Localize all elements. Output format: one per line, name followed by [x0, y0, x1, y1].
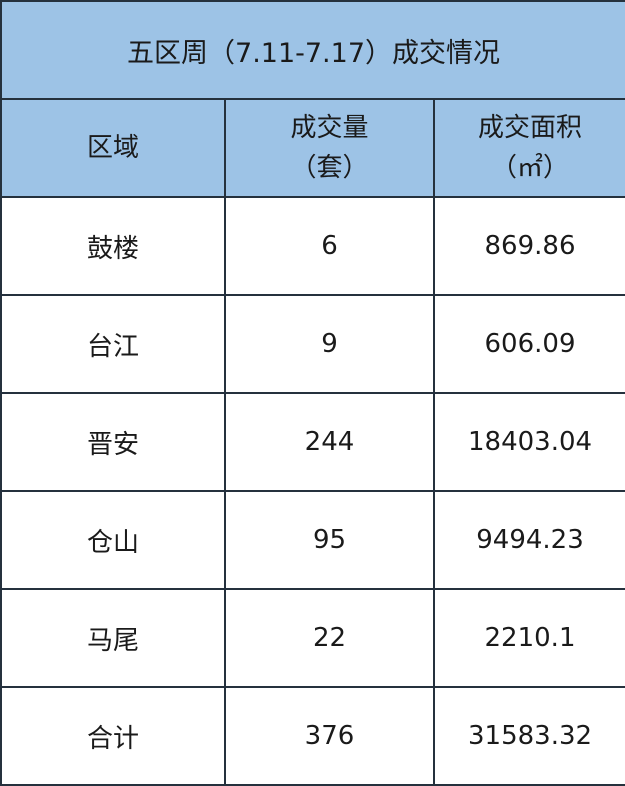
- header-text: 区域: [86, 133, 139, 163]
- region-cell: 合计: [0, 686, 226, 786]
- region-cell: 晋安: [0, 392, 226, 492]
- table-row: 鼓楼 6 869.86: [0, 196, 625, 296]
- area-cell: 18403.04: [432, 392, 625, 492]
- table-row: 晋安 244 18403.04: [0, 392, 625, 492]
- header-row: 区域 成交量（套） 成交面积（㎡）: [0, 98, 625, 198]
- header-region: 区域: [0, 98, 226, 198]
- table-row: 马尾 22 2210.1: [0, 588, 625, 688]
- count-cell: 9: [224, 294, 435, 394]
- count-cell: 244: [224, 392, 435, 492]
- header-count: 成交量（套）: [224, 98, 435, 198]
- header-text: 成交量（套）: [290, 113, 369, 183]
- table-row: 台江 9 606.09: [0, 294, 625, 394]
- area-cell: 869.86: [432, 196, 625, 296]
- table-row: 仓山 95 9494.23: [0, 490, 625, 590]
- region-cell: 台江: [0, 294, 226, 394]
- count-cell: 22: [224, 588, 435, 688]
- region-cell: 马尾: [0, 588, 226, 688]
- table-title: 五区周（7.11-7.17）成交情况: [0, 0, 625, 100]
- count-cell: 95: [224, 490, 435, 590]
- area-cell: 2210.1: [432, 588, 625, 688]
- region-cell: 鼓楼: [0, 196, 226, 296]
- area-cell: 9494.23: [432, 490, 625, 590]
- count-cell: 376: [224, 686, 435, 786]
- header-text: 成交面积（㎡）: [478, 113, 583, 183]
- header-area: 成交面积（㎡）: [432, 98, 625, 198]
- area-cell: 606.09: [432, 294, 625, 394]
- count-cell: 6: [224, 196, 435, 296]
- table-row: 合计 376 31583.32: [0, 686, 625, 786]
- area-cell: 31583.32: [432, 686, 625, 786]
- region-cell: 仓山: [0, 490, 226, 590]
